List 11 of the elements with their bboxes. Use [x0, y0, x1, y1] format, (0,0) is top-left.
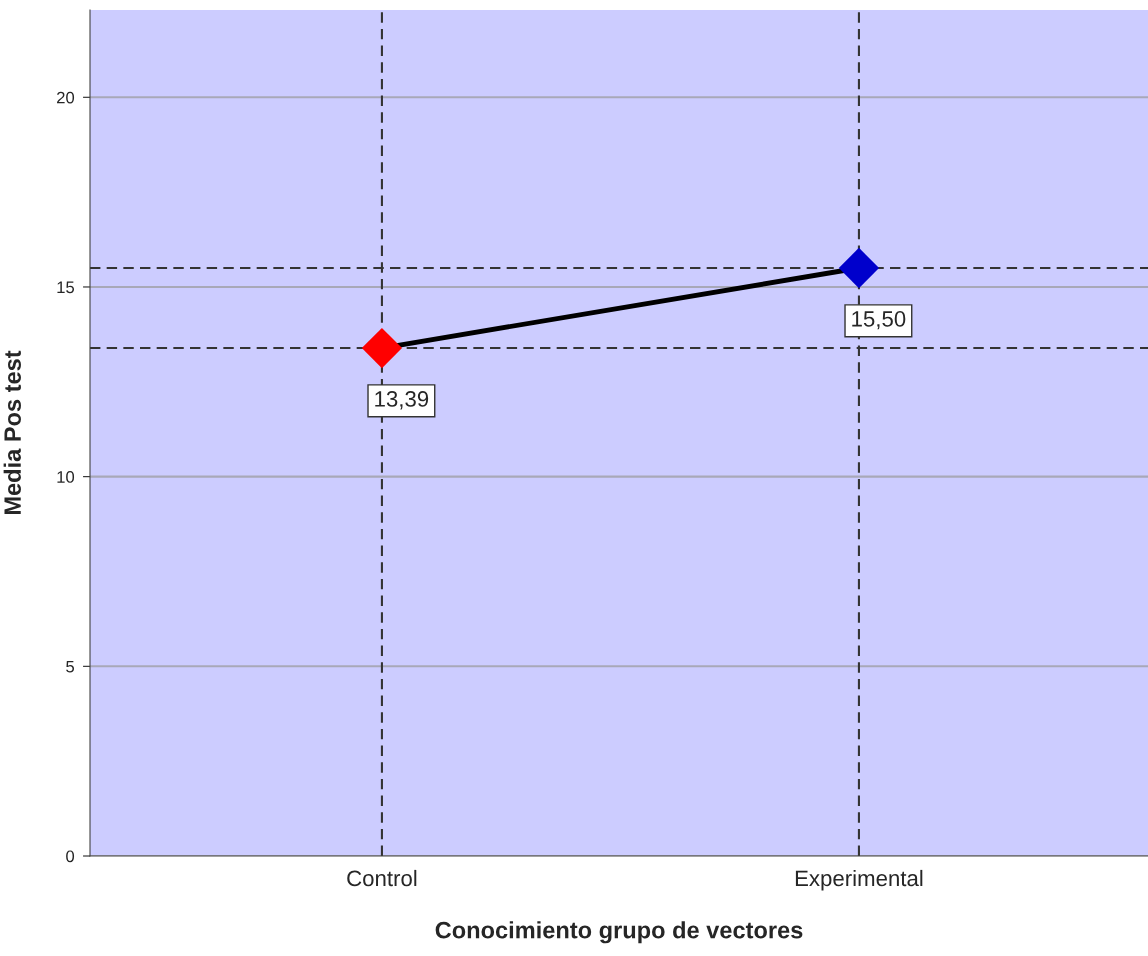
x-tick-label: Experimental [795, 869, 923, 891]
y-tick-label: 10 [57, 471, 75, 483]
y-tick-label: 0 [66, 850, 75, 863]
data-label: 15,50 [852, 311, 906, 330]
x-axis-title: Conocimiento grupo de vectores [435, 921, 803, 944]
y-tick-label: 15 [57, 281, 75, 294]
x-tick-label: Control [347, 869, 417, 887]
data-label: 13,39 [375, 391, 429, 410]
y-tick-label: 20 [57, 91, 75, 104]
y-axis-title: Media Pos test [3, 350, 21, 515]
y-tick-label: 5 [66, 660, 75, 673]
